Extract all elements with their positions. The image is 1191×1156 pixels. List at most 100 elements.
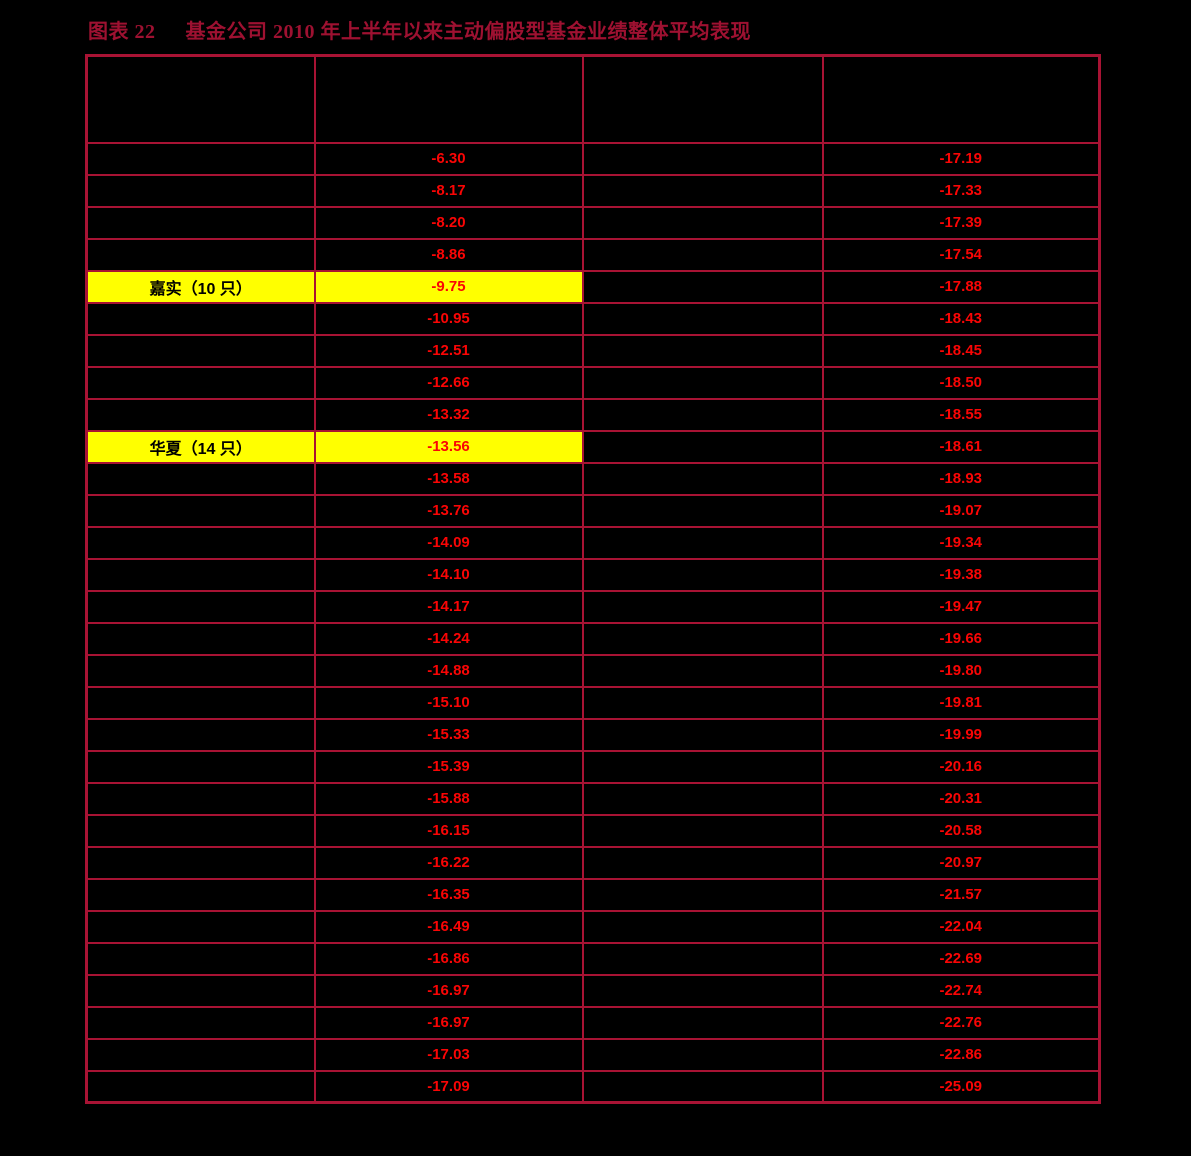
- company-cell: [85, 845, 316, 880]
- value2-cell: -18.55: [821, 397, 1101, 432]
- empty-cell: [581, 1037, 824, 1072]
- empty-cell: [581, 397, 824, 432]
- table-row: -14.09 -19.34: [85, 525, 1101, 560]
- table-row: -6.30 -17.19: [85, 141, 1101, 176]
- value2-cell: -22.74: [821, 973, 1101, 1008]
- value2-cell: -20.58: [821, 813, 1101, 848]
- company-cell: [85, 365, 316, 400]
- fund-performance-table: -6.30 -17.19 -8.17 -17.33 -8.20 -17.39 -8.86 -1…: [85, 54, 1101, 1104]
- value1-cell: -13.58: [313, 461, 584, 496]
- empty-cell: [581, 749, 824, 784]
- value1-cell: -9.75: [313, 269, 584, 304]
- value1-cell: -14.17: [313, 589, 584, 624]
- value1-cell: -15.33: [313, 717, 584, 752]
- value2-cell: -17.33: [821, 173, 1101, 208]
- value1-cell: -13.32: [313, 397, 584, 432]
- company-cell: 华夏（14 只）: [85, 429, 316, 464]
- company-cell: [85, 877, 316, 912]
- table-row: -15.10 -19.81: [85, 685, 1101, 720]
- value2-cell: -18.93: [821, 461, 1101, 496]
- value2-cell: -19.66: [821, 621, 1101, 656]
- figure-title: 图表 22 基金公司 2010 年上半年以来主动偏股型基金业绩整体平均表现: [88, 15, 751, 44]
- value2-cell: -19.47: [821, 589, 1101, 624]
- value2-cell: -18.43: [821, 301, 1101, 336]
- value2-cell: -20.31: [821, 781, 1101, 816]
- value1-cell: -15.39: [313, 749, 584, 784]
- value2-cell: -20.97: [821, 845, 1101, 880]
- value1-cell: -6.30: [313, 141, 584, 176]
- company-cell: [85, 653, 316, 688]
- value1-cell: -10.95: [313, 301, 584, 336]
- company-cell: [85, 557, 316, 592]
- value1-cell: -16.97: [313, 973, 584, 1008]
- value2-cell: -25.09: [821, 1069, 1101, 1104]
- table-row: -8.86 -17.54: [85, 237, 1101, 272]
- table-row: -12.51 -18.45: [85, 333, 1101, 368]
- table-row: -15.39 -20.16: [85, 749, 1101, 784]
- company-cell: [85, 205, 316, 240]
- table-row: -14.88 -19.80: [85, 653, 1101, 688]
- empty-cell: [581, 717, 824, 752]
- empty-cell: [581, 813, 824, 848]
- table-row: 嘉实（10 只） -9.75 -17.88: [85, 269, 1101, 304]
- header-cell-empty: [581, 54, 824, 144]
- value1-cell: -14.88: [313, 653, 584, 688]
- company-cell: [85, 237, 316, 272]
- table-row: -16.97 -22.74: [85, 973, 1101, 1008]
- table-row: -12.66 -18.50: [85, 365, 1101, 400]
- company-cell: [85, 909, 316, 944]
- header-cell-company: [85, 54, 316, 144]
- table-row: -15.88 -20.31: [85, 781, 1101, 816]
- value2-cell: -19.99: [821, 717, 1101, 752]
- empty-cell: [581, 653, 824, 688]
- value2-cell: -19.81: [821, 685, 1101, 720]
- empty-cell: [581, 205, 824, 240]
- value2-cell: -18.50: [821, 365, 1101, 400]
- header-cell-value1: [313, 54, 584, 144]
- company-cell: [85, 781, 316, 816]
- value2-cell: -22.76: [821, 1005, 1101, 1040]
- value1-cell: -12.66: [313, 365, 584, 400]
- value2-cell: -22.69: [821, 941, 1101, 976]
- empty-cell: [581, 237, 824, 272]
- empty-cell: [581, 941, 824, 976]
- table-row: -17.09 -25.09: [85, 1069, 1101, 1104]
- table-row: -16.35 -21.57: [85, 877, 1101, 912]
- value1-cell: -16.97: [313, 1005, 584, 1040]
- value2-cell: -19.34: [821, 525, 1101, 560]
- empty-cell: [581, 781, 824, 816]
- company-cell: [85, 333, 316, 368]
- value1-cell: -14.09: [313, 525, 584, 560]
- company-cell: [85, 813, 316, 848]
- company-cell: [85, 397, 316, 432]
- value2-cell: -22.86: [821, 1037, 1101, 1072]
- value1-cell: -14.10: [313, 557, 584, 592]
- empty-cell: [581, 333, 824, 368]
- table-row: -17.03 -22.86: [85, 1037, 1101, 1072]
- company-cell: [85, 461, 316, 496]
- value1-cell: -17.03: [313, 1037, 584, 1072]
- value1-cell: -17.09: [313, 1069, 584, 1104]
- table-header-row: [85, 54, 1101, 144]
- table-row: 华夏（14 只） -13.56 -18.61: [85, 429, 1101, 464]
- value2-cell: -17.88: [821, 269, 1101, 304]
- value2-cell: -20.16: [821, 749, 1101, 784]
- empty-cell: [581, 845, 824, 880]
- company-cell: [85, 1005, 316, 1040]
- table-row: -13.58 -18.93: [85, 461, 1101, 496]
- value2-cell: -21.57: [821, 877, 1101, 912]
- company-cell: [85, 1037, 316, 1072]
- company-cell: [85, 685, 316, 720]
- empty-cell: [581, 525, 824, 560]
- value1-cell: -8.86: [313, 237, 584, 272]
- value1-cell: -8.20: [313, 205, 584, 240]
- value2-cell: -19.80: [821, 653, 1101, 688]
- value2-cell: -17.39: [821, 205, 1101, 240]
- company-cell: [85, 589, 316, 624]
- empty-cell: [581, 493, 824, 528]
- company-cell: 嘉实（10 只）: [85, 269, 316, 304]
- empty-cell: [581, 429, 824, 464]
- empty-cell: [581, 365, 824, 400]
- table-row: -16.22 -20.97: [85, 845, 1101, 880]
- empty-cell: [581, 621, 824, 656]
